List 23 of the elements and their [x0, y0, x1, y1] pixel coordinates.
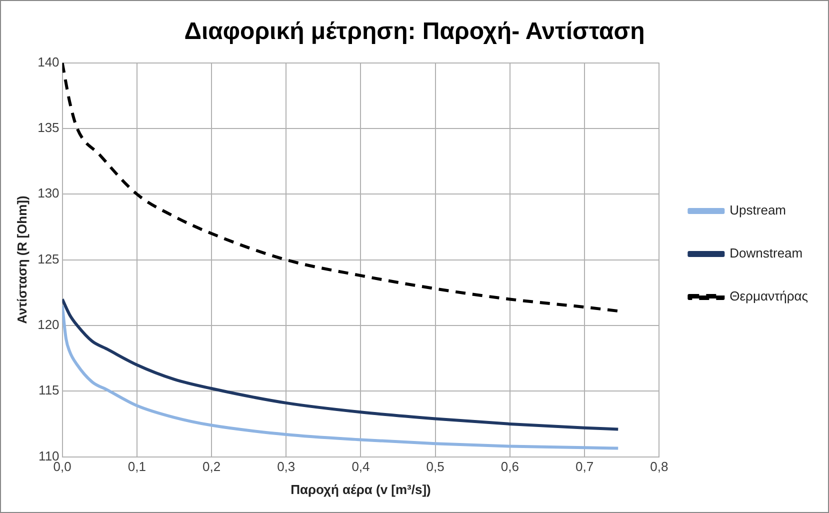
legend-label: Downstream: [730, 246, 803, 261]
y-axis-title: Αντίσταση (R [Ohm]): [14, 196, 30, 324]
x-tick-label: 0,2: [202, 459, 221, 474]
y-tick-label: 140: [38, 54, 60, 70]
line-series: [62, 304, 620, 450]
y-tick-label: 125: [38, 251, 60, 266]
chart-title: Διαφορική μέτρηση: Παροχή- Αντίσταση: [184, 18, 645, 46]
y-tick-label: 135: [38, 120, 60, 136]
x-tick-label: 0,6: [500, 459, 519, 474]
legend-label: Θερμαντήρας: [730, 288, 808, 304]
line-series: [62, 62, 620, 313]
x-tick-label: 0,8: [650, 459, 668, 474]
x-axis-title: Παροχή αέρα (v [m³/s]): [290, 482, 431, 497]
x-tick-label: 0,5: [426, 459, 444, 474]
y-tick-label: 115: [38, 382, 60, 398]
x-tick-label: 0,4: [352, 459, 370, 474]
x-tick-label: 0,7: [576, 459, 594, 474]
legend-label: Upstream: [730, 202, 786, 218]
y-tick-label: 130: [38, 186, 60, 201]
line-series: [62, 298, 620, 431]
x-tick-label: 0,3: [277, 459, 296, 474]
x-tick-label: 0,1: [128, 459, 146, 474]
y-tick-label: 120: [38, 317, 60, 332]
